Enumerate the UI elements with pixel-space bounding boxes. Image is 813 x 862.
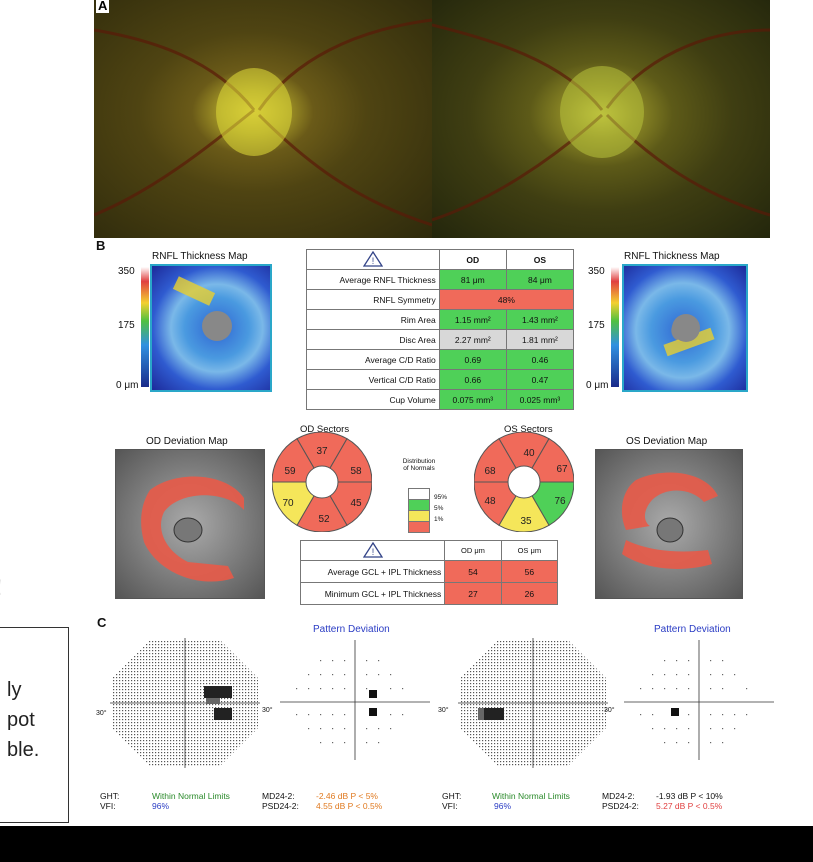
rnfl-thickness-map-od (150, 264, 272, 392)
panel-c-label: C (97, 615, 107, 630)
os-sector-left: 48 (484, 496, 496, 507)
od-sectors-title: OD Sectors (300, 424, 350, 435)
rnfl-parameter-table: ! OD OS Average RNFL Thickness 81 μm 84 … (306, 249, 575, 410)
os-sector-upper-left: 68 (484, 466, 496, 477)
pattern-deviation-title-1: Pattern Deviation (313, 624, 390, 635)
os-sector-diagram: 40 67 76 35 48 68 (474, 432, 574, 532)
rnfl-thickness-map-os (622, 264, 748, 392)
vf-pattern-od (280, 640, 430, 760)
legend-1: 1% (434, 516, 444, 523)
table-row: Rim Area 1.15 mm² 1.43 mm² (306, 309, 575, 330)
ght-value-od: Within Normal Limits (152, 791, 230, 801)
od-deviation-title: OD Deviation Map (146, 436, 228, 447)
vf-greyscale-os (458, 638, 608, 768)
os-sector-right: 76 (554, 496, 566, 507)
od-sector-diagram: 37 58 45 52 70 59 (272, 432, 372, 532)
psd-value-os: 5.27 dB P < 0.5% (656, 801, 723, 811)
gcl-warning-icon: ! (299, 540, 446, 561)
color-scale-bar-os (611, 267, 619, 387)
table-header-os: OS (505, 249, 575, 270)
psd-value-od: 4.55 dB P < 0.5% (316, 801, 383, 811)
color-scale-bar-od (141, 267, 149, 387)
table-row: RNFL Symmetry 48% (306, 289, 575, 310)
gcl-header-os: OS μm (500, 540, 559, 561)
os-sector-upper-right: 67 (556, 464, 568, 475)
ght-value-os: Within Normal Limits (492, 791, 570, 801)
scale-mid-os: 175 (588, 320, 605, 331)
os-sector-top: 40 (523, 448, 535, 459)
psd-label-os: PSD24-2: (602, 801, 639, 811)
panel-b-label: B (96, 238, 106, 253)
normals-legend (408, 488, 430, 533)
rnfl-map-title-os: RNFL Thickness Map (624, 251, 720, 262)
axis-30-label-4: 30° (604, 707, 615, 714)
md-value-os: -1.93 dB P < 10% (656, 791, 723, 801)
md-label-od: MD24-2: (262, 791, 295, 801)
side-text-box: ly pot ble. (0, 627, 69, 823)
fundus-photo-os (432, 0, 770, 238)
vfi-value-os: 96% (494, 801, 512, 811)
pattern-deviation-title-2: Pattern Deviation (654, 624, 731, 635)
vfi-label-od: VFI: (100, 801, 116, 811)
vfi-label-os: VFI: (442, 801, 458, 811)
legend-5: 5% (434, 505, 444, 512)
scale-bottom-os: 0 μm (586, 380, 609, 391)
md-value-od: -2.46 dB P < 5% (316, 791, 378, 801)
od-sector-top: 37 (316, 446, 328, 457)
axis-30-label: 30° (96, 710, 107, 717)
normals-legend-title: Distribution of Normals (402, 458, 436, 472)
side-text-line-2: pot (7, 709, 35, 731)
rnfl-map-title-od: RNFL Thickness Map (152, 251, 248, 262)
od-sector-left: 70 (282, 498, 294, 509)
od-sector-upper-left: 59 (284, 466, 296, 477)
scale-top-os: 350 (588, 266, 605, 277)
gcl-ipl-table: ! OD μm OS μm Average GCL + IPL Thicknes… (299, 540, 559, 605)
side-text-line-3: ble. (7, 739, 40, 761)
od-sector-upper-right: 58 (350, 466, 362, 477)
od-deviation-map (115, 449, 265, 599)
vfi-value-od: 96% (152, 801, 170, 811)
svg-text:!: ! (371, 547, 374, 557)
os-deviation-map (595, 449, 743, 599)
table-header-od: OD (438, 249, 507, 270)
side-exclamation: ! (0, 575, 2, 601)
panel-a-label: A (96, 0, 110, 13)
table-row: Cup Volume 0.075 mm³ 0.025 mm³ (306, 389, 575, 410)
os-deviation-title: OS Deviation Map (626, 436, 708, 447)
axis-30-label-2: 30° (262, 707, 273, 714)
table-row: Disc Area 2.27 mm² 1.81 mm² (306, 329, 575, 350)
os-sector-bottom: 35 (520, 516, 532, 527)
ght-label-os: GHT: (442, 791, 462, 801)
table-row: Average C/D Ratio 0.69 0.46 (306, 349, 575, 370)
vf-pattern-os (624, 640, 774, 760)
od-sector-right: 45 (350, 498, 362, 509)
svg-text:!: ! (372, 256, 375, 266)
fundus-photo-od: A (94, 0, 432, 238)
warning-icon: ! (306, 249, 440, 270)
vf-greyscale-od (110, 638, 260, 768)
scale-mid-od: 175 (118, 320, 135, 331)
table-row: Average RNFL Thickness 81 μm 84 μm (306, 269, 575, 290)
bottom-black-bar (0, 826, 813, 862)
ght-label-od: GHT: (100, 791, 120, 801)
side-text-line-1: ly (7, 679, 22, 701)
os-sectors-title: OS Sectors (504, 424, 553, 435)
psd-label-od: PSD24-2: (262, 801, 299, 811)
md-label-os: MD24-2: (602, 791, 635, 801)
table-row: Minimum GCL + IPL Thickness 27 26 (299, 582, 559, 605)
axis-30-label-3: 30° (438, 707, 449, 714)
table-row: Average GCL + IPL Thickness 54 56 (299, 560, 559, 583)
table-row: Vertical C/D Ratio 0.66 0.47 (306, 369, 575, 390)
gcl-header-od: OD μm (444, 540, 502, 561)
legend-95: 95% (434, 494, 448, 501)
scale-bottom-od: 0 μm (116, 380, 139, 391)
scale-top-od: 350 (118, 266, 135, 277)
od-sector-bottom: 52 (318, 514, 330, 525)
